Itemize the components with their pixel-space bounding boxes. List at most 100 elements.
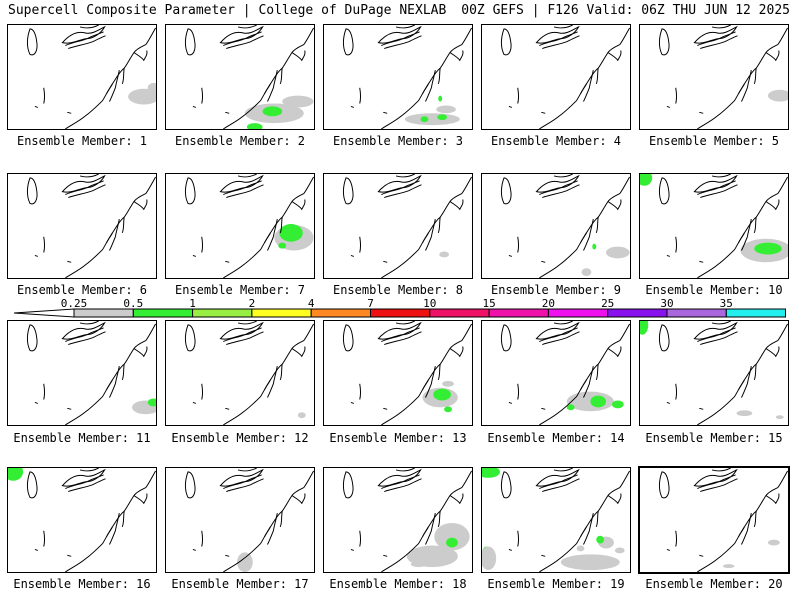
ensemble-panel-2[interactable] bbox=[165, 24, 315, 130]
coastline bbox=[541, 554, 546, 557]
panel-map-7 bbox=[184, 174, 314, 278]
scp-field-green bbox=[437, 114, 448, 121]
ensemble-panel-18[interactable] bbox=[323, 467, 473, 573]
scp-field-gray bbox=[128, 88, 156, 105]
ensemble-panel-4[interactable] bbox=[481, 24, 631, 130]
ensemble-panel-19[interactable] bbox=[481, 467, 631, 573]
coastline bbox=[267, 513, 278, 545]
ensemble-panel-15[interactable] bbox=[639, 320, 789, 426]
coastline bbox=[700, 184, 738, 199]
ensemble-panel-8[interactable] bbox=[323, 173, 473, 279]
ensemble-panel-6[interactable] bbox=[7, 173, 157, 279]
coastline bbox=[264, 232, 271, 243]
panel-map-2 bbox=[184, 25, 314, 129]
coastline bbox=[539, 31, 578, 47]
scp-field-gray bbox=[775, 415, 784, 420]
ensemble-panel-10[interactable] bbox=[639, 173, 789, 279]
coastline bbox=[535, 321, 580, 340]
coastline bbox=[753, 68, 757, 85]
coastline bbox=[377, 25, 422, 44]
coastline bbox=[192, 548, 197, 551]
ensemble-panel-1[interactable] bbox=[7, 24, 157, 130]
coastline bbox=[219, 174, 264, 193]
coastline bbox=[437, 364, 441, 381]
coastline bbox=[226, 184, 264, 199]
coastline bbox=[658, 471, 670, 499]
coastline bbox=[449, 493, 464, 505]
panel-label-16: Ensemble Member: 16 bbox=[13, 577, 151, 591]
coastline bbox=[693, 321, 738, 340]
panel-map-18 bbox=[342, 468, 472, 572]
coastline bbox=[68, 184, 106, 199]
coastline bbox=[237, 25, 257, 29]
coastline bbox=[219, 321, 264, 340]
coastline bbox=[223, 180, 262, 196]
coastline bbox=[106, 83, 113, 94]
panel-map-17 bbox=[184, 468, 314, 572]
run-info: 00Z GEFS | F126 Valid: 06Z THU JUN 12 20… bbox=[461, 3, 790, 18]
scp-field-green bbox=[246, 123, 263, 129]
panel-map-19 bbox=[482, 468, 630, 572]
coastline bbox=[43, 383, 45, 400]
coastline bbox=[34, 254, 39, 257]
coastline bbox=[377, 174, 422, 193]
coastline bbox=[425, 70, 436, 102]
coastline bbox=[226, 478, 264, 493]
coastline bbox=[350, 548, 355, 551]
scp-field-gray bbox=[237, 552, 253, 572]
coastline bbox=[675, 530, 677, 547]
coastline bbox=[607, 50, 622, 62]
panel-label-1: Ensemble Member: 1 bbox=[16, 134, 148, 148]
ensemble-panel-12[interactable] bbox=[165, 320, 315, 426]
coastline bbox=[67, 407, 72, 410]
coastline bbox=[359, 383, 361, 400]
coastline bbox=[741, 513, 752, 545]
ensemble-panel-11[interactable] bbox=[7, 320, 157, 426]
coastline bbox=[738, 232, 745, 243]
coastline bbox=[580, 379, 587, 390]
coastline bbox=[541, 260, 546, 263]
coastline bbox=[580, 232, 587, 243]
ensemble-panel-7[interactable] bbox=[165, 173, 315, 279]
ensemble-panel-13[interactable] bbox=[323, 320, 473, 426]
colorbar-segment bbox=[547, 308, 609, 318]
coastline bbox=[184, 324, 196, 352]
ensemble-panel-16[interactable] bbox=[7, 467, 157, 573]
scp-field-green bbox=[592, 243, 597, 250]
ensemble-panel-14[interactable] bbox=[481, 320, 631, 426]
coastline bbox=[699, 554, 704, 557]
colorbar-tick-label: 7 bbox=[367, 297, 374, 310]
panel-map-20 bbox=[658, 468, 788, 572]
panel-map-13 bbox=[342, 321, 472, 425]
scp-field-gray bbox=[436, 105, 456, 114]
coastline bbox=[184, 471, 196, 499]
ensemble-panel-20[interactable] bbox=[638, 466, 790, 574]
ensemble-panel-9[interactable] bbox=[481, 173, 631, 279]
coastline bbox=[741, 70, 752, 102]
ensemble-panel-3[interactable] bbox=[323, 24, 473, 130]
coastline bbox=[359, 530, 361, 547]
panel-label-4: Ensemble Member: 4 bbox=[490, 134, 622, 148]
colorbar-tick-label: 10 bbox=[423, 297, 437, 310]
ensemble-panel-5[interactable] bbox=[639, 24, 789, 130]
coastline bbox=[291, 199, 306, 211]
coastline bbox=[666, 548, 671, 551]
coastline bbox=[264, 379, 271, 390]
colorbar-segment bbox=[607, 308, 668, 318]
ensemble-panel-17[interactable] bbox=[165, 467, 315, 573]
coastline bbox=[700, 35, 738, 50]
coastline bbox=[658, 28, 670, 56]
coastline bbox=[711, 468, 731, 472]
coastline bbox=[383, 554, 388, 557]
map-title: Supercell Composite Parameter | College … bbox=[8, 3, 447, 18]
colorbar-tick-label: 2 bbox=[248, 297, 256, 310]
scp-field-green bbox=[278, 242, 287, 249]
scp-field-gray bbox=[736, 410, 753, 417]
coastline bbox=[553, 25, 573, 29]
coastline bbox=[765, 493, 780, 505]
colorbar-segment bbox=[429, 308, 490, 318]
coastline bbox=[500, 28, 512, 56]
coastline bbox=[738, 379, 745, 390]
coastline bbox=[607, 493, 622, 505]
coastline bbox=[697, 327, 736, 343]
